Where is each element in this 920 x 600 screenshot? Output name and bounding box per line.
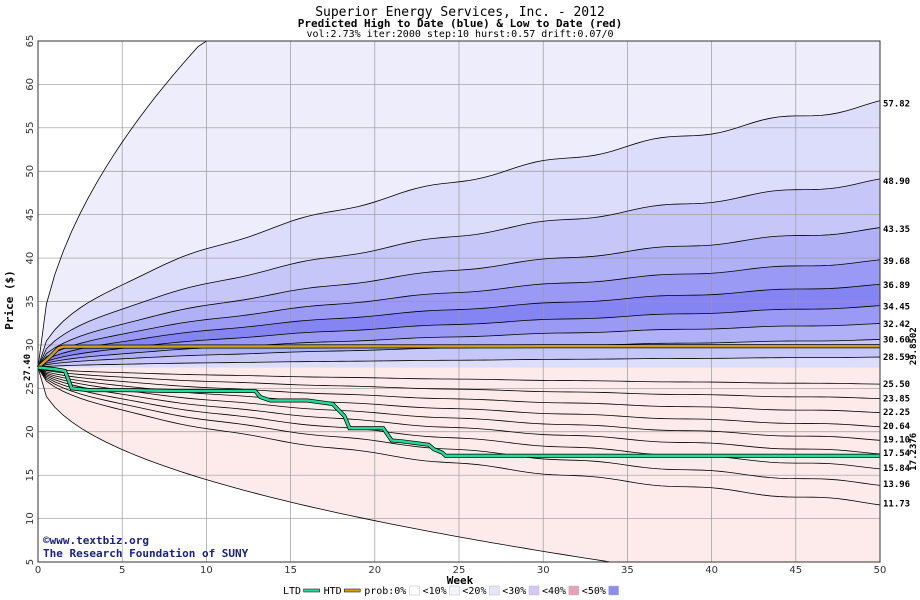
- x-axis-label: Week: [447, 574, 474, 587]
- low-contour-2: [37, 367, 881, 400]
- low-end-label: 25.50: [883, 380, 910, 390]
- y-tick-label: 5: [25, 559, 36, 565]
- x-tick-label: 50: [874, 565, 887, 576]
- low-contour-7: [37, 367, 881, 470]
- y-tick-label: 30: [25, 339, 36, 352]
- high-band-4: [38, 259, 880, 368]
- y-tick-label: 65: [25, 35, 36, 48]
- legend-swatch: [568, 585, 580, 596]
- high-contour-7: [37, 323, 881, 368]
- end-value-labels: 57.82 48.90 43.35 39.68 36.89 34.45 32.42 30.60…: [883, 99, 911, 509]
- high-contour-1: [37, 100, 881, 368]
- x-tick-label: 35: [621, 565, 634, 576]
- legend-line-swatch: [343, 588, 361, 593]
- chart-params: vol:2.73% iter:2000 step:10 hurst:0.57 d…: [306, 29, 613, 40]
- x-tick-label: 25: [453, 565, 466, 576]
- low-end-label: 11.73: [883, 500, 910, 510]
- x-tick-label: 10: [200, 565, 213, 576]
- x-tick-label: 40: [705, 565, 718, 576]
- high-end-label: 57.82: [883, 99, 910, 109]
- high-band-0: [38, 41, 880, 368]
- low-end-label: 19.10: [883, 436, 910, 446]
- high-contour-3: [37, 227, 881, 368]
- low-contour-5: [37, 367, 881, 441]
- high-end-label: 48.90: [883, 177, 910, 187]
- high-contour-6: [37, 305, 881, 368]
- legend-label: prob:0%: [364, 586, 406, 597]
- y-tick-label: 45: [25, 208, 36, 221]
- low-end-label: 20.64: [883, 422, 911, 432]
- legend-swatch: [608, 585, 619, 596]
- x-tick-label: 20: [368, 565, 381, 576]
- x-tick-label: 30: [537, 565, 550, 576]
- legend-label: <10%: [423, 586, 447, 597]
- y-axis-ticks: 5 10 15 20 25 30 35 40 45 50 55 60 65: [25, 35, 36, 566]
- high-end-label: 36.89: [883, 281, 910, 291]
- credit-website: ©www.textbiz.org: [43, 534, 149, 547]
- x-tick-label: 0: [35, 565, 41, 576]
- high-end-label: 39.68: [883, 257, 910, 267]
- ltd-value-label: 17.2376: [909, 433, 919, 471]
- legend-line-swatch: [303, 588, 320, 593]
- y-tick-label: 35: [25, 295, 36, 308]
- legend-label: LTD: [283, 586, 301, 597]
- y-tick-label: 60: [25, 78, 36, 91]
- x-tick-label: 15: [284, 565, 297, 576]
- high-end-label: 34.45: [883, 302, 910, 312]
- htd-value-label: 29.8502: [909, 327, 919, 365]
- high-contour-5: [37, 283, 881, 368]
- legend-swatch: [449, 585, 460, 596]
- high-end-label: 30.60: [883, 336, 910, 346]
- legend-swatch: [528, 585, 540, 596]
- ltd-line: [37, 366, 880, 457]
- high-contour-9: [37, 356, 881, 368]
- legend-label: <50%: [582, 586, 606, 597]
- y-tick-label: 15: [25, 469, 36, 482]
- y-tick-label: 10: [25, 512, 36, 525]
- low-end-label: 13.96: [883, 480, 910, 490]
- high-end-label: 28.59: [883, 353, 910, 363]
- low-end-label: 22.25: [883, 408, 910, 418]
- percentile-contours: [37, 40, 881, 563]
- htd-line: [37, 344, 880, 369]
- legend: LTD HTD prob:0% <10% <20% <30% <40% <50%: [283, 585, 619, 597]
- y-axis-label: Price ($): [3, 270, 16, 330]
- chart-title: Superior Energy Services, Inc. - 2012: [315, 5, 605, 20]
- x-axis-ticks: 0 5 10 15 20 25 30 35 40 45 50: [35, 565, 887, 576]
- low-end-label: 17.54: [883, 449, 911, 459]
- low-contour-3: [37, 367, 881, 414]
- y-tick-label: 25: [25, 382, 36, 395]
- low-contour-6: [37, 367, 881, 455]
- legend-label: HTD: [324, 586, 342, 597]
- legend-label: <30%: [502, 586, 526, 597]
- y-tick-label: 50: [25, 165, 36, 178]
- legend-label: <40%: [542, 586, 566, 597]
- legend-label: <20%: [462, 586, 486, 597]
- low-end-label: 15.84: [883, 464, 911, 474]
- high-band-2: [38, 178, 880, 368]
- legend-swatch: [488, 585, 500, 596]
- high-contour-2: [37, 178, 881, 368]
- low-contour-9: [37, 367, 881, 506]
- low-end-label: 23.85: [883, 394, 910, 404]
- low-contour-8: [37, 367, 881, 486]
- high-band-3: [38, 227, 880, 368]
- credit-organization: The Research Foundation of SUNY: [43, 547, 249, 560]
- y-tick-label: 20: [25, 425, 36, 438]
- y-tick-label: 40: [25, 252, 36, 265]
- high-end-label: 32.42: [883, 320, 910, 330]
- x-tick-label: 5: [119, 565, 125, 576]
- legend-swatch: [409, 585, 420, 596]
- x-tick-label: 45: [789, 565, 802, 576]
- low-contour-1: [37, 367, 881, 385]
- high-end-label: 43.35: [883, 225, 910, 235]
- high-contour-4: [37, 259, 881, 368]
- start-price-label: 27.40: [23, 354, 33, 381]
- chart-subtitle: Predicted High to Date (blue) & Low to D…: [298, 17, 623, 30]
- plot-frame: [37, 40, 881, 563]
- high-band-5: [38, 284, 880, 368]
- series-lines: [36, 344, 880, 458]
- y-tick-label: 55: [25, 121, 36, 134]
